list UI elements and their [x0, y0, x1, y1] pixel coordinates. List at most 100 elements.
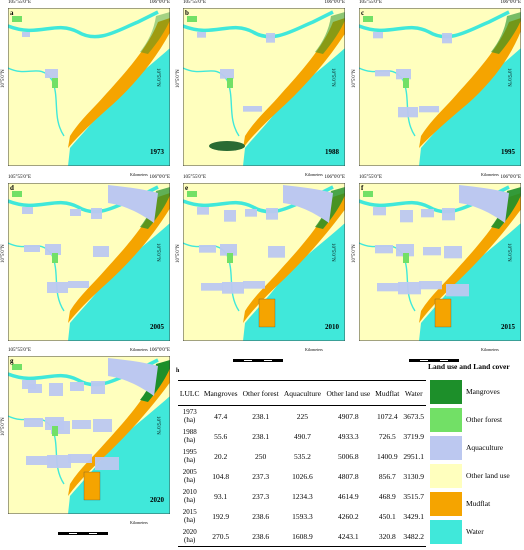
table-cell: 237.3 [252, 491, 270, 501]
lulc-map [8, 183, 170, 341]
table-cell: 535.2 [293, 451, 311, 461]
table-panel-label: h [176, 368, 180, 374]
sea-area [243, 48, 345, 166]
lon-left-label: 105°55'0"E [183, 175, 206, 180]
map-panel-c: c 1995 105°55'0"E 106°0'0"E 10°5'0"N 10°… [352, 0, 521, 187]
table-cell: 2951.1 [403, 451, 425, 461]
row-year: 1995 [182, 448, 197, 456]
row-unit: (ha) [184, 416, 196, 424]
lon-right-label: 106°0'0"E [500, 175, 522, 180]
table-cell: 1593.3 [292, 511, 313, 521]
header-5: Mudflat [375, 388, 400, 398]
legend-item: Mudflat [430, 492, 522, 518]
legend-item: Other land use [430, 464, 522, 490]
scale-bar: Kilometers [409, 347, 499, 362]
table-cell: 1026.6 [292, 471, 313, 481]
lat-label-right: 10°5'0"N [155, 416, 161, 435]
lulc-map [359, 8, 521, 166]
panel-year: 2015 [501, 323, 515, 331]
lulc-map [183, 183, 345, 341]
table-cell: 3482.2 [403, 531, 425, 541]
table-cell: 238.6 [252, 531, 270, 541]
table-row: 2015 (ha) 192.9 238.6 1593.3 4260.2 450.1 3429.… [178, 506, 426, 526]
table-cell: 55.6 [214, 431, 228, 441]
legend-swatch [430, 492, 462, 516]
table-cell: 1234.3 [292, 491, 313, 501]
scale-unit: Kilometers [481, 172, 499, 177]
lon-right-label: 106°0'0"E [324, 0, 346, 5]
table-row: 2020 (ha) 270.5 238.6 1608.9 4243.1 320.8 3482.… [178, 526, 426, 547]
lon-left-label: 105°55'0"E [8, 0, 31, 5]
table-body: 1973 (ha) 47.4 238.1 225 4907.8 1072.4 3673.5 19… [178, 406, 426, 547]
row-year-cell: 2005 (ha) [178, 466, 201, 486]
table-cell: 47.4 [214, 411, 228, 421]
row-year-cell: 2015 (ha) [178, 506, 201, 526]
table-cell: 3515.7 [403, 491, 425, 501]
lon-right-label: 106°0'0"E [149, 175, 171, 180]
mangrove-fringe [491, 12, 521, 54]
panel-label: a [10, 9, 14, 17]
lat-label: 10°5'0"N [176, 244, 181, 263]
sea-area [68, 48, 170, 166]
scale-bar: Kilometers [409, 172, 499, 187]
lon-left-label: 105°55'0"E [359, 0, 382, 5]
sea-area [419, 48, 521, 166]
lat-label-right: 10°5'0"N [506, 243, 512, 262]
table-cell: 5006.8 [338, 451, 359, 461]
table-cell: 468.9 [378, 491, 396, 501]
scale-bar: Kilometers [58, 520, 148, 535]
legend-swatch [430, 436, 462, 460]
row-year: 2010 [182, 488, 197, 496]
lon-right-label: 106°0'0"E [149, 348, 171, 353]
row-unit: (ha) [184, 516, 196, 524]
legend-label: Aquaculture [466, 443, 504, 452]
river [183, 10, 334, 39]
legend-item: Water [430, 520, 522, 546]
header-6: Water [404, 388, 423, 398]
header-3: Aquaculture [283, 388, 321, 398]
map-panel-e: e 2010 105°55'0"E 106°0'0"E 10°5'0"N 10°… [176, 175, 345, 362]
row-unit: (ha) [184, 476, 196, 484]
table-row: 2010 (ha) 93.1 237.3 1234.3 4614.9 468.9 3515.7 [178, 486, 426, 506]
header-4: Other land use [326, 388, 371, 398]
table-row: 1988 (ha) 55.6 238.1 490.7 4933.3 726.5 3719.9 [178, 426, 426, 446]
lon-right-label: 106°0'0"E [149, 0, 171, 5]
table-cell: 4260.2 [338, 511, 359, 521]
lat-label-right: 10°5'0"N [330, 243, 336, 262]
table-cell: 3130.9 [403, 471, 425, 481]
row-year-cell: 1973 (ha) [178, 406, 201, 427]
panel-label: g [10, 357, 14, 365]
lat-label: 10°5'0"N [352, 244, 357, 263]
header-1: Mangroves [203, 388, 238, 398]
table-cell: 237.3 [252, 471, 270, 481]
row-year: 2020 [182, 528, 197, 536]
map-panel-b: b 1988 105°55'0"E 106°0'0"E 10°5'0"N 10°… [176, 0, 345, 187]
table-cell: 1400.9 [376, 451, 398, 461]
legend-swatch [430, 520, 462, 544]
panel-year: 1988 [325, 148, 339, 156]
panel-year: 1973 [150, 148, 164, 156]
lulc-map [183, 8, 345, 166]
row-year-cell: 1995 (ha) [178, 446, 201, 466]
sea-area [68, 223, 170, 341]
header-2: Other forest [242, 388, 279, 398]
lulc-table: LULC Mangroves Other forest Aquaculture Othe… [178, 380, 426, 547]
scale-unit: Kilometers [305, 172, 323, 177]
table-cell: 1072.4 [376, 411, 398, 421]
table-cell: 1608.9 [292, 531, 313, 541]
map-panel-d: d 2005 105°55'0"E 106°0'0"E 10°5'0"N 10°… [1, 175, 170, 362]
lulc-map [359, 183, 521, 341]
lat-label: 10°5'0"N [352, 69, 357, 88]
table-cell: 225 [296, 411, 309, 421]
lat-label-right: 10°5'0"N [330, 68, 336, 87]
table-cell: 104.8 [212, 471, 230, 481]
lon-right-label: 106°0'0"E [500, 0, 522, 5]
lat-label: 10°5'0"N [176, 69, 181, 88]
map-panel-f: f 2015 105°55'0"E 106°0'0"E 10°5'0"N 10°… [352, 175, 521, 362]
table-cell: 20.2 [214, 451, 228, 461]
table-cell: 4807.8 [338, 471, 359, 481]
table-cell: 250 [255, 451, 267, 461]
legend-label: Mangroves [466, 387, 500, 396]
table-cell: 726.5 [378, 431, 396, 441]
panel-label: b [185, 9, 189, 17]
